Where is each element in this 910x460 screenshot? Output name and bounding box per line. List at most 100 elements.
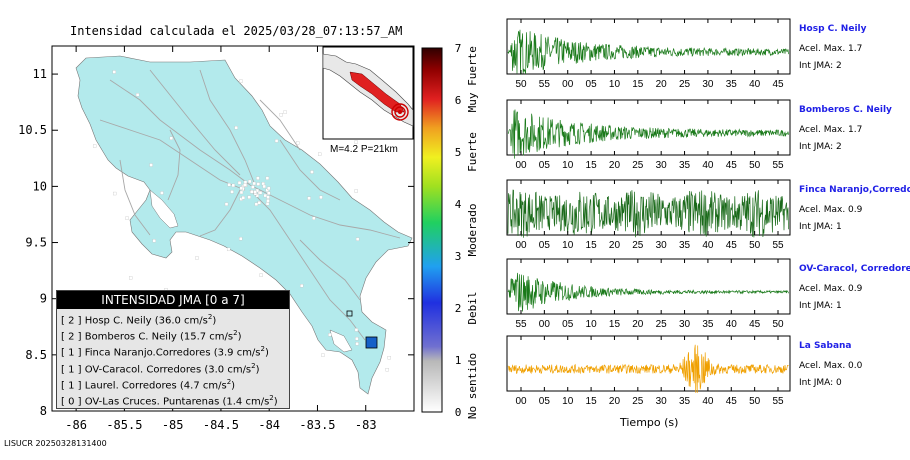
road (199, 69, 256, 186)
town-marker (387, 356, 391, 360)
town-marker (266, 195, 270, 199)
waveform-tick-label: 45 (726, 240, 738, 251)
waveform-tick-label: 30 (656, 396, 668, 407)
legend-row-text: OV-Caracol. Corredores (3.0 cm/s (84, 363, 252, 375)
town-marker (307, 196, 311, 200)
waveform-tick-label: 55 (772, 396, 784, 407)
waveform-line (507, 189, 789, 238)
waveform-tick-label: 00 (515, 160, 527, 171)
y-tick-label: 10 (33, 179, 47, 193)
waveform-panels: 50 55 00 05 10 15 20 25 30 35 40 45 00 05 10 15 20 25 30 35… (506, 18, 791, 407)
waveform-tick-label: 05 (562, 319, 574, 330)
legend-row-close: ) (255, 363, 260, 375)
road (99, 119, 246, 191)
waveform-tick-label: 30 (656, 240, 668, 251)
y-tick-label: 10.5 (18, 123, 47, 137)
waveform-tick-label: 35 (726, 79, 738, 90)
waveform-tick-label: 35 (679, 240, 691, 251)
waveform-tick-label: 40 (702, 240, 714, 251)
town-marker (262, 184, 266, 189)
y-tick-label: 9 (40, 292, 47, 306)
trace-accel-max: Acel. Max. 1.7 (799, 44, 863, 54)
waveform-tick-label: 10 (562, 240, 574, 251)
town-marker (266, 199, 270, 203)
waveform-tick-label: 50 (749, 160, 761, 171)
legend-row-text: Finca Naranjo.Corredores (3.9 cm/s (84, 347, 261, 359)
waveform-tick-label: 25 (632, 160, 644, 171)
waveform-line (507, 29, 789, 75)
trace-jma-intensity: Int JMA: 2 (799, 142, 842, 152)
gulf-of-nicoya (149, 189, 179, 229)
town-marker (355, 337, 359, 341)
legend-row: [ 0 ] OV-Las Cruces. Puntarenas (1.4 cm/… (57, 390, 289, 408)
waveform-tick-label: 00 (562, 79, 574, 90)
town-marker (261, 182, 265, 186)
town-marker (252, 181, 256, 186)
waveform-tick-label: 25 (656, 319, 668, 330)
waveform-tick-label: 55 (539, 79, 551, 90)
town-marker (160, 191, 164, 195)
town-marker (255, 193, 259, 198)
legend-row-jma: [ 1 ] (61, 363, 85, 375)
trace-jma-intensity: Int JMA: 1 (799, 222, 842, 232)
town-marker (296, 141, 300, 145)
waveform-tick-label: 40 (726, 319, 738, 330)
town-marker (234, 125, 238, 130)
town-marker (300, 284, 304, 288)
trace-jma-intensity: Int JMA: 2 (799, 61, 842, 71)
town-marker (256, 182, 261, 186)
legend-row-jma: [ 2 ] (61, 315, 85, 327)
station-marker-small[interactable] (346, 310, 353, 317)
waveform-panel: 00 05 10 15 20 25 30 35 40 45 50 55 (506, 335, 791, 407)
town-marker (248, 179, 252, 184)
waveform-tick-label: 05 (539, 396, 551, 407)
town-marker (226, 247, 231, 252)
legend-row-jma: [ 0 ] (61, 396, 85, 408)
legend-row-close: ) (231, 380, 236, 392)
waveform-tick-label: 25 (632, 396, 644, 407)
colorbar-tick-label: 4 (455, 198, 462, 211)
road (249, 184, 401, 239)
colorbar-tick-label: 0 (455, 406, 462, 419)
town-marker (230, 190, 234, 194)
legend-row-unit-exp: 2 (233, 329, 238, 338)
road-network (99, 69, 401, 341)
waveform-tick-label: 00 (539, 319, 551, 330)
waveform-tick-label: 05 (539, 160, 551, 171)
legend-row: [ 1 ] Finca Naranjo.Corredores (3.9 cm/s… (57, 341, 289, 359)
inset-magnitude-label: M=4.2 P=21km (330, 144, 398, 155)
waveform-tick-label: 30 (702, 79, 714, 90)
legend-row-unit-exp: 2 (207, 313, 213, 321)
town-marker (328, 333, 332, 337)
waveform-tick-label: 40 (702, 396, 714, 407)
legend-row-close: ) (212, 315, 217, 327)
colorbar-tick-label: 7 (455, 42, 462, 55)
colorbar-category-label: Moderado (466, 204, 479, 257)
legend-row: [ 1 ] OV-Caracol. Corredores (3.0 cm/s2) (57, 358, 289, 375)
town-marker (319, 195, 323, 200)
waveform-tick-label: 55 (515, 319, 527, 330)
waveform-tick-label: 15 (586, 160, 598, 171)
town-marker (250, 190, 254, 194)
road (279, 139, 341, 201)
waveform-tick-label: 45 (726, 160, 738, 171)
town-marker (243, 180, 248, 184)
town-marker (355, 342, 359, 346)
waveform-tick-label: 20 (609, 240, 621, 251)
legend-row: [ 2 ] Bomberos C. Neily (15.7 cm/s2) (57, 325, 289, 342)
road (167, 129, 181, 201)
town-marker (239, 79, 243, 83)
station-marker-jma-2[interactable] (365, 336, 378, 349)
epicenter-ring-mid (394, 106, 406, 118)
town-marker (239, 186, 244, 190)
waveform-tick-label: 15 (586, 396, 598, 407)
town-marker (267, 191, 271, 195)
town-marker (112, 70, 116, 74)
legend-row-close: ) (273, 396, 278, 408)
town-marker (312, 216, 316, 220)
town-marker (256, 176, 260, 180)
colorbar (421, 47, 443, 413)
waveform-line (507, 344, 789, 394)
legend-row-unit-exp: 2 (226, 377, 232, 386)
